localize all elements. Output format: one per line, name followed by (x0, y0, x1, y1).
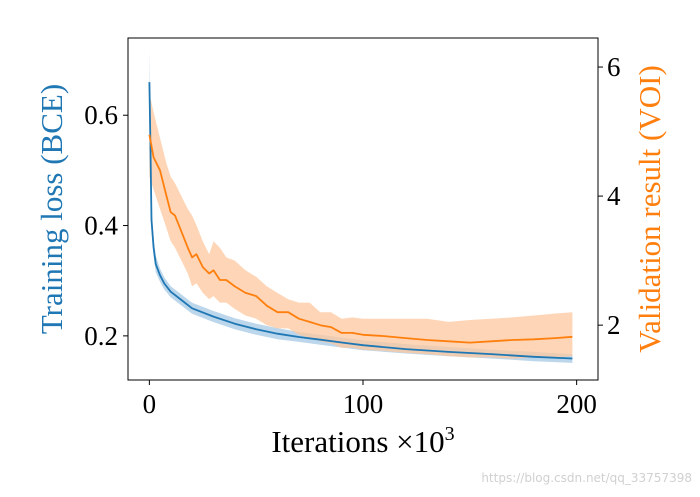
x-axis-label: Iterations ×103 (271, 423, 454, 459)
series-line-validation-result (148, 134, 573, 344)
watermark: https://blog.csdn.net/qq_33757398 (481, 471, 692, 485)
y-axis-label-right: Validation result (VOI) (632, 65, 667, 353)
right-tick-label: 2 (607, 310, 621, 340)
left-tick-label: 0.6 (84, 100, 118, 130)
right-tick-label: 6 (607, 52, 621, 82)
left-tick-label: 0.4 (84, 211, 118, 241)
x-tick-label: 0 (143, 389, 157, 419)
series-line-training-loss (148, 82, 573, 360)
left-tick-label: 0.2 (84, 321, 118, 351)
x-tick-label: 100 (343, 389, 384, 419)
x-tick-label: 200 (556, 389, 597, 419)
y-axis-label-left: Training loss (BCE) (34, 84, 69, 334)
right-tick-label: 4 (607, 181, 621, 211)
x-axis-label-text: Iterations ×10 (271, 424, 444, 459)
series-band-validation-result (149, 92, 573, 359)
x-axis-label-exponent: 3 (445, 423, 455, 445)
